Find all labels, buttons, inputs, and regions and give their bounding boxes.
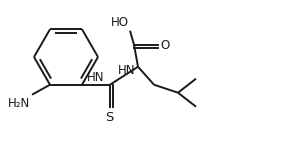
Text: S: S [105, 111, 113, 124]
Text: O: O [160, 39, 169, 52]
Text: H₂N: H₂N [8, 97, 30, 110]
Text: HN: HN [118, 64, 136, 77]
Text: HO: HO [111, 16, 129, 29]
Text: HN: HN [87, 71, 104, 84]
